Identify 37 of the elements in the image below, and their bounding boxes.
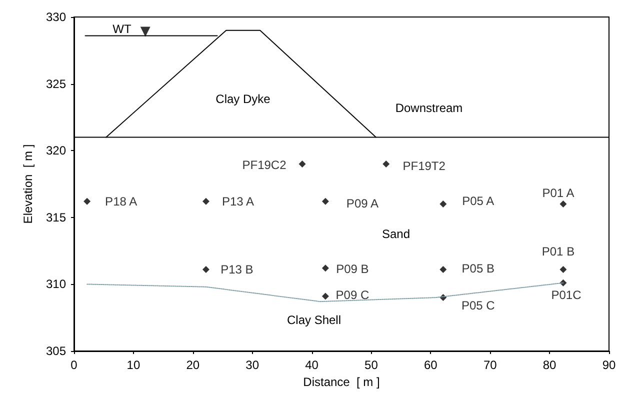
data-label: P01C xyxy=(551,288,582,302)
x-axis-title: Distance [ m ] xyxy=(303,374,380,389)
data-label: P01 B xyxy=(542,244,575,259)
y-tick-label: 330 xyxy=(46,10,66,24)
annotation: Clay Shell xyxy=(286,313,342,327)
x-tick-label: 90 xyxy=(602,358,616,372)
y-tick-label: 315 xyxy=(46,210,66,224)
y-axis-title: Elevation [ m ] xyxy=(21,144,35,224)
x-tick-label: 10 xyxy=(126,358,140,372)
x-tick-label: 20 xyxy=(186,358,200,372)
annotation: Downstream xyxy=(395,101,463,115)
annotation: Clay Dyke xyxy=(216,92,271,106)
annotation: WT xyxy=(112,22,132,36)
data-label: P18 A xyxy=(105,194,138,208)
data-label: P09 A xyxy=(346,196,378,210)
x-tick-label: 0 xyxy=(70,358,78,372)
data-label: P09 B xyxy=(336,262,369,276)
y-tick-label: 310 xyxy=(46,277,66,292)
data-label: P13 A xyxy=(222,194,254,208)
x-tick-label: 60 xyxy=(424,358,438,372)
data-label: P09 C xyxy=(336,288,370,302)
x-tick-label: 50 xyxy=(364,358,378,372)
data-label: PF19T2 xyxy=(402,158,446,173)
x-tick-label: 70 xyxy=(483,358,498,372)
y-tick-label: 305 xyxy=(46,344,66,358)
data-label: P05 C xyxy=(461,298,496,313)
data-label: PF19C2 xyxy=(242,158,287,172)
x-tick-label: 30 xyxy=(246,358,260,372)
y-tick-label: 320 xyxy=(46,144,66,158)
data-label: P13 B xyxy=(220,262,254,277)
x-tick-label: 80 xyxy=(542,358,557,372)
annotation: Sand xyxy=(382,227,410,241)
data-label: P05 B xyxy=(462,262,494,276)
data-label: P05 A xyxy=(462,194,494,208)
x-tick-label: 40 xyxy=(305,358,319,372)
data-label: P01 A xyxy=(542,186,574,200)
y-tick-label: 325 xyxy=(46,76,66,91)
